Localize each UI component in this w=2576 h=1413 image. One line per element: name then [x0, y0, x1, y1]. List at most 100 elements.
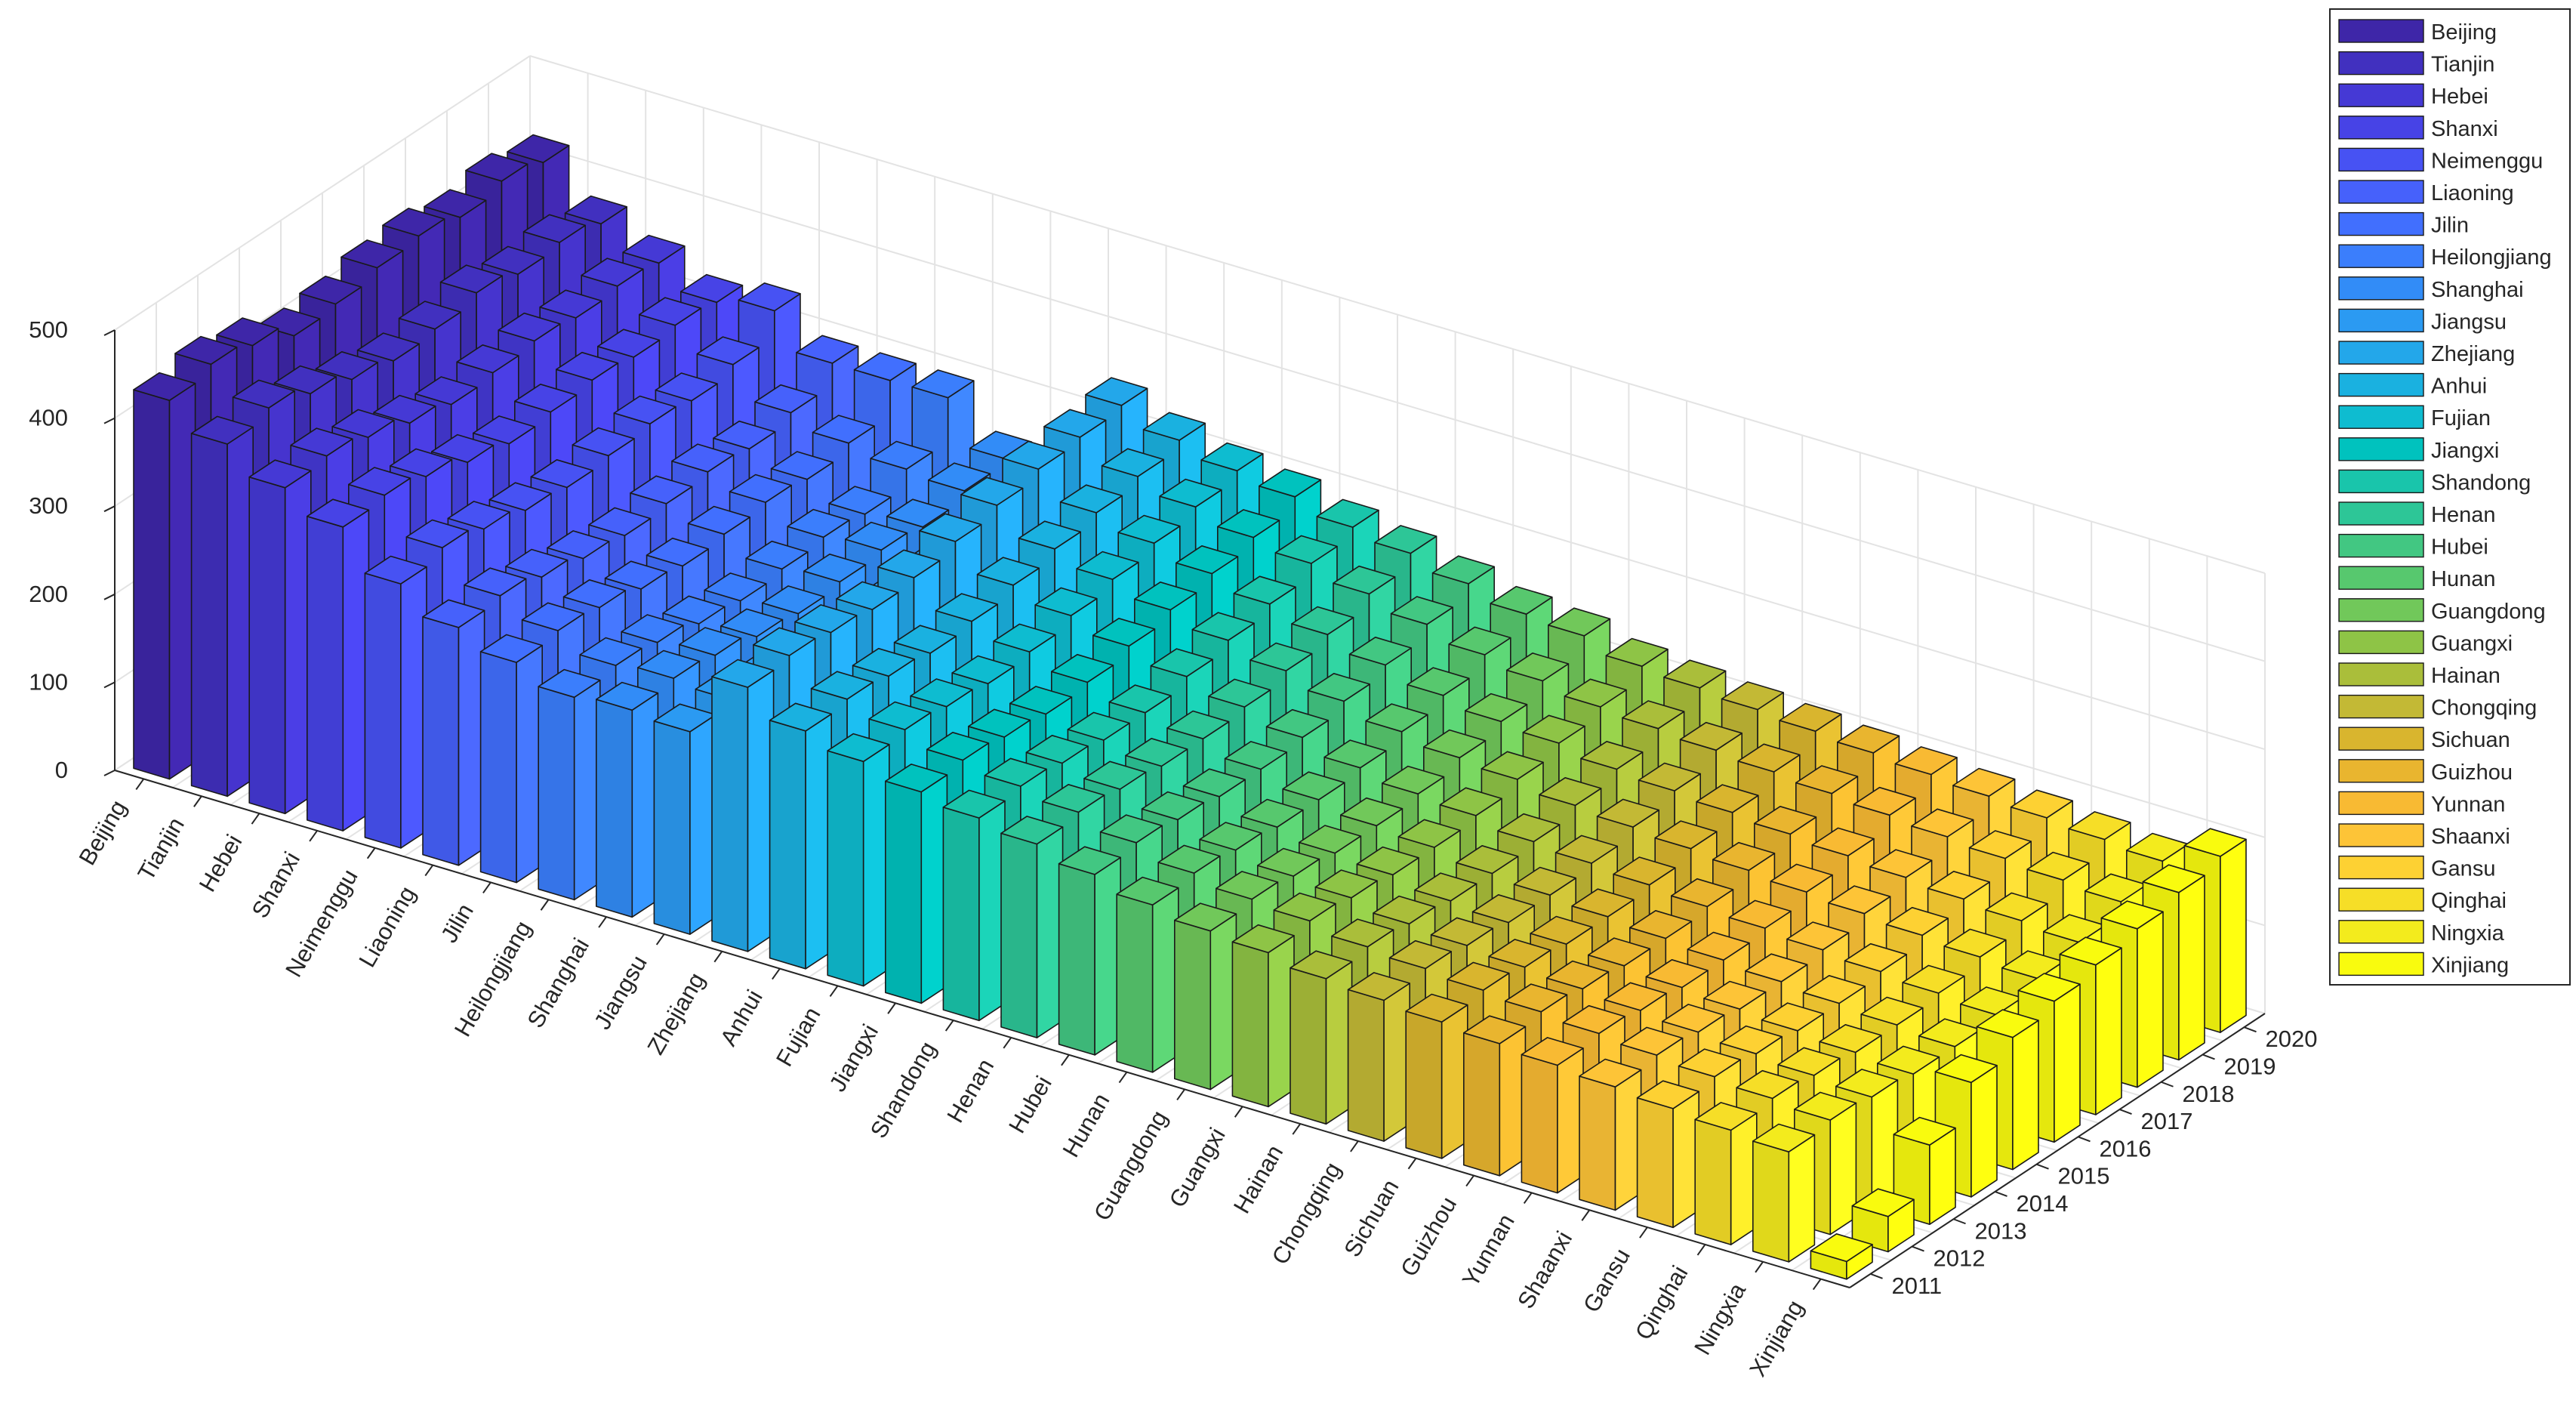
- legend-swatch: [2338, 759, 2424, 783]
- bar-face-top: [1150, 648, 1213, 677]
- bar-face-top: [581, 258, 644, 287]
- bar-face-right: [2012, 1020, 2039, 1171]
- bar-face-top: [1671, 878, 1734, 908]
- bar-face-top: [1397, 819, 1461, 848]
- bar-face-top: [1580, 740, 1644, 770]
- x-tick-label: Anhui: [715, 986, 768, 1050]
- bar-gansu-2011: [1636, 1080, 1699, 1229]
- legend-swatch: [2338, 276, 2424, 301]
- bar-face-top: [1564, 678, 1627, 708]
- y-tick-label: 2018: [2183, 1081, 2235, 1107]
- bar-face-top: [1307, 672, 1370, 702]
- bar-face-top: [290, 427, 353, 457]
- y-tick-label: 2014: [2017, 1190, 2069, 1217]
- bar-face-top: [1663, 659, 1727, 689]
- bar-shaanxi-2011: [1579, 1058, 1642, 1211]
- bar-face-top: [1067, 711, 1130, 741]
- bar-face-front: [1116, 893, 1154, 1073]
- bar-face-top: [885, 764, 948, 793]
- x-tick-mark: [135, 778, 145, 790]
- bar-face-top: [1000, 816, 1064, 845]
- bar-face-front: [306, 515, 344, 831]
- bar-face-top: [1497, 813, 1561, 843]
- bar-face-front: [364, 572, 402, 849]
- x-tick-label: Shaanxi: [1512, 1226, 1577, 1313]
- bar-face-top: [704, 572, 767, 602]
- legend-entry-jilin: Jilin: [2338, 211, 2469, 238]
- x-tick-mark: [1234, 1106, 1243, 1118]
- x-tick-label: Qinghai: [1630, 1261, 1693, 1344]
- legend-swatch: [2338, 469, 2424, 494]
- bar-face-front: [479, 651, 517, 884]
- legend-label: Heilongjiang: [2431, 245, 2552, 270]
- bar-face-top: [1853, 786, 1916, 816]
- bar-face-top: [1703, 980, 1767, 1010]
- bar-neimenggu-2011: [364, 555, 427, 849]
- legend-entry-shaanxi: Shaanxi: [2338, 823, 2510, 849]
- x-tick-mark: [424, 865, 434, 877]
- y-tick-label: 2016: [2100, 1135, 2152, 1162]
- legend-entry-qinghai: Qinghai: [2338, 887, 2507, 913]
- y-tick-mark: [1995, 1191, 2007, 1197]
- bar-xinjiang-2013: [1893, 1116, 1956, 1225]
- legend-swatch: [2338, 180, 2424, 204]
- x-tick-label: Tianjin: [133, 813, 190, 885]
- x-tick-label: Zhejiang: [642, 968, 710, 1059]
- bar-face-top: [430, 433, 495, 464]
- z-tick-mark: [103, 329, 116, 336]
- legend-entry-chongqing: Chongqing: [2338, 694, 2537, 720]
- bar-face-top: [1274, 535, 1338, 564]
- bar-face-top: [993, 623, 1056, 653]
- bar-face-top: [646, 537, 710, 567]
- y-tick-mark: [2078, 1136, 2091, 1143]
- bar-face-top: [1200, 442, 1264, 472]
- bar-face-top: [1331, 918, 1394, 948]
- x-tick-mark: [944, 1020, 954, 1032]
- legend-swatch: [2338, 19, 2424, 43]
- x-tick-mark: [598, 916, 607, 928]
- bar-face-top: [1588, 937, 1651, 967]
- bar-face-top: [1894, 746, 1958, 776]
- bar-face-top: [1182, 768, 1246, 798]
- bar-face-right: [2137, 911, 2164, 1088]
- bar-face-top: [1463, 1015, 1527, 1044]
- bar-face-top: [1696, 784, 1759, 813]
- bar-face-top: [1745, 953, 1808, 983]
- bar-face-top: [422, 599, 485, 628]
- bar-face-top: [794, 604, 858, 634]
- bar-face-top: [595, 681, 659, 711]
- bar-face-top: [1233, 575, 1296, 605]
- bar-face-top: [1290, 950, 1353, 980]
- y-tick-label: 2020: [2266, 1026, 2318, 1052]
- bar-face-top: [2068, 811, 2131, 841]
- bar-face-top: [761, 585, 825, 615]
- bar-face-top: [2026, 851, 2090, 881]
- z-tick-label: 500: [29, 316, 68, 343]
- bar-face-front: [190, 433, 228, 798]
- legend-entry-shanxi: Shanxi: [2338, 116, 2498, 141]
- bar-face-top: [911, 369, 975, 399]
- legend-swatch: [2338, 308, 2424, 333]
- bar-face-front: [1347, 989, 1385, 1142]
- legend-entry-gansu: Gansu: [2338, 855, 2495, 881]
- bar-face-top: [655, 372, 718, 402]
- legend-entry-zhejiang: Zhejiang: [2338, 341, 2515, 366]
- bar-face-top: [827, 733, 890, 763]
- z-tick-label: 300: [29, 492, 68, 519]
- bar-face-top: [232, 379, 296, 409]
- bar-face-top: [1844, 943, 1907, 973]
- bar-face-top: [877, 549, 941, 578]
- x-tick-mark: [887, 1002, 896, 1014]
- legend-swatch: [2338, 147, 2424, 172]
- bar-face-top: [1142, 412, 1206, 441]
- bar-face-top: [299, 275, 362, 305]
- legend-label: Hebei: [2431, 85, 2488, 109]
- bar-face-top: [1620, 1026, 1684, 1056]
- bar-face-top: [1224, 741, 1287, 770]
- bar-face-top: [1837, 724, 1900, 754]
- bar-face-top: [522, 214, 587, 243]
- bar-face-top: [1116, 876, 1179, 905]
- bar-face-top: [1431, 555, 1495, 585]
- z-tick-label: 400: [29, 405, 68, 431]
